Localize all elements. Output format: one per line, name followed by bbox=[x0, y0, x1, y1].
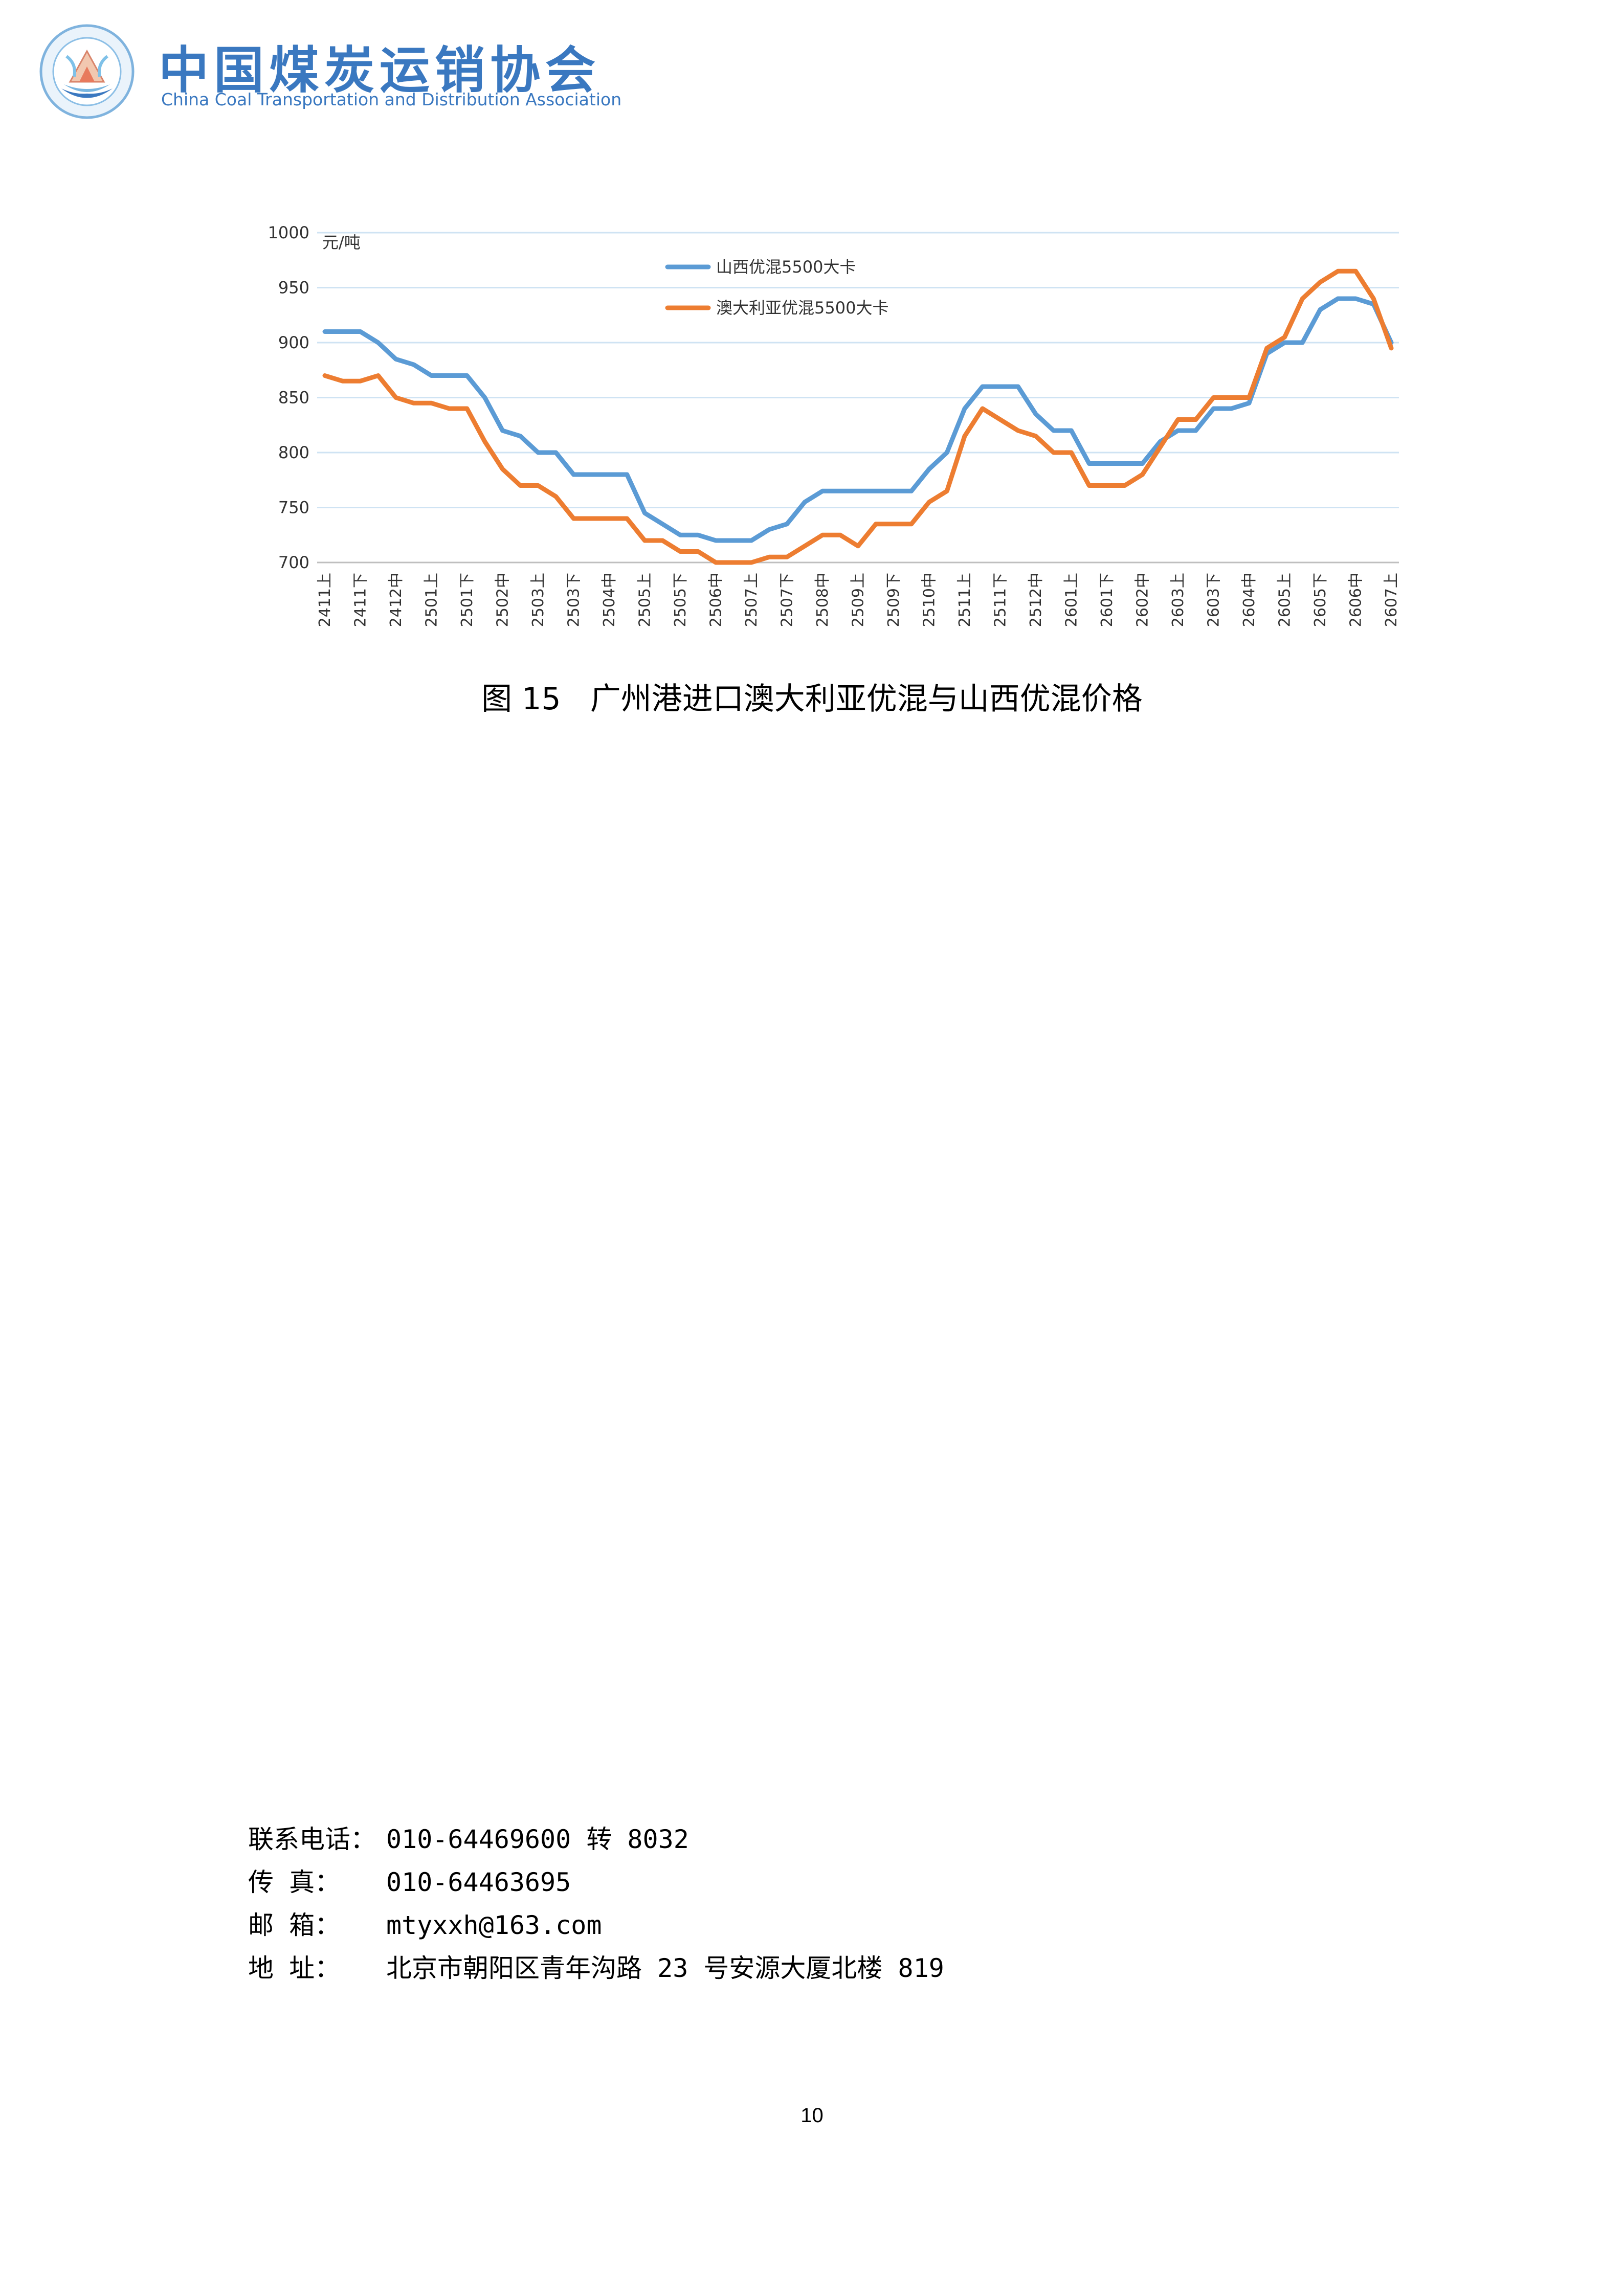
x-tick-label: 2601上 bbox=[1063, 573, 1081, 627]
x-tick-label: 2511下 bbox=[992, 573, 1010, 627]
legend-label: 澳大利亚优混5500大卡 bbox=[716, 298, 888, 318]
x-tick-label: 2607上 bbox=[1383, 573, 1400, 627]
y-tick-label: 850 bbox=[278, 388, 309, 408]
x-tick-label: 2502中 bbox=[494, 573, 512, 627]
x-tick-label: 2511上 bbox=[956, 573, 974, 627]
y-tick-labels: 700 750 800 850 900 950 1000 bbox=[268, 223, 309, 572]
legend-label: 山西优混5500大卡 bbox=[716, 257, 856, 277]
x-tick-label: 2602中 bbox=[1134, 573, 1152, 627]
contact-address-row: 地 址： 北京市朝阳区青年沟路 23 号安源大厦北楼 819 bbox=[248, 1947, 944, 1990]
fax-label: 传 真： bbox=[248, 1867, 341, 1897]
series-line-2 bbox=[322, 268, 1394, 565]
org-name-en: China Coal Transportation and Distributi… bbox=[161, 89, 622, 109]
page-number: 10 bbox=[800, 2104, 824, 2127]
address-value: 北京市朝阳区青年沟路 23 号安源大厦北楼 819 bbox=[386, 1953, 944, 1983]
x-tick-label: 2512中 bbox=[1027, 573, 1045, 627]
x-tick-label: 2504中 bbox=[600, 573, 618, 627]
x-tick-label: 2506中 bbox=[707, 573, 725, 627]
x-tick-label: 2508中 bbox=[814, 573, 832, 627]
chart-series bbox=[322, 268, 1394, 565]
x-tick-label: 2603下 bbox=[1205, 573, 1223, 627]
x-tick-label: 2509下 bbox=[885, 573, 903, 627]
email-value: mtyxxh@163.com bbox=[386, 1910, 602, 1940]
x-tick-label: 2510中 bbox=[921, 573, 939, 627]
price-chart-svg: 700 750 800 850 900 950 1000 2411上 2411下 2412中 25… bbox=[268, 223, 1400, 627]
x-tick-label: 2501上 bbox=[423, 573, 441, 627]
fax-value: 010-64463695 bbox=[386, 1867, 571, 1897]
contact-email-row: 邮 箱： mtyxxh@163.com bbox=[248, 1904, 944, 1947]
y-tick-label: 900 bbox=[278, 333, 309, 352]
price-chart: 700 750 800 850 900 950 1000 2411上 2411下 2412中 25… bbox=[253, 220, 1409, 644]
contact-info: 联系电话： 010-64469600 转 8032 传 真： 010-6446369… bbox=[248, 1818, 944, 1990]
x-tick-labels: 2411上 2411下 2412中 2501上 2501下 2502中 2503上 2503下… bbox=[316, 573, 1400, 627]
y-unit-label: 元/吨 bbox=[322, 233, 361, 252]
x-tick-label: 2503上 bbox=[529, 573, 547, 627]
x-tick-label: 2507下 bbox=[778, 573, 796, 627]
figure-caption: 图 15 广州港进口澳大利亚优混与山西优混价格 bbox=[481, 681, 1143, 717]
y-tick-label: 800 bbox=[278, 443, 309, 462]
x-tick-label: 2412中 bbox=[387, 573, 405, 627]
y-tick-label: 1000 bbox=[268, 223, 309, 242]
x-tick-label: 2606中 bbox=[1347, 573, 1365, 627]
email-label: 邮 箱： bbox=[248, 1910, 341, 1940]
x-tick-label: 2507上 bbox=[743, 573, 761, 627]
x-tick-label: 2605上 bbox=[1276, 573, 1294, 627]
header: 中国煤炭运销协会 China Coal Transportation and D… bbox=[38, 20, 621, 123]
phone-label: 联系电话： bbox=[248, 1825, 376, 1854]
y-tick-label: 950 bbox=[278, 278, 309, 298]
contact-phone-row: 联系电话： 010-64469600 转 8032 bbox=[248, 1818, 944, 1861]
x-tick-label: 2605下 bbox=[1311, 573, 1329, 627]
contact-fax-row: 传 真： 010-64463695 bbox=[248, 1861, 944, 1904]
org-name: 中国煤炭运销协会 bbox=[159, 41, 601, 100]
series-line-1 bbox=[322, 296, 1394, 543]
x-tick-label: 2411上 bbox=[316, 573, 334, 627]
x-tick-label: 2604中 bbox=[1240, 573, 1258, 627]
x-tick-label: 2501下 bbox=[458, 573, 476, 627]
x-tick-label: 2503下 bbox=[565, 573, 583, 627]
x-tick-label: 2505上 bbox=[636, 573, 654, 627]
x-tick-label: 2601下 bbox=[1098, 573, 1116, 627]
y-tick-label: 700 bbox=[278, 553, 309, 572]
y-tick-label: 750 bbox=[278, 498, 309, 517]
x-tick-label: 2509上 bbox=[850, 573, 867, 627]
phone-value: 010-64469600 转 8032 bbox=[386, 1825, 689, 1854]
association-logo-icon bbox=[39, 24, 135, 119]
x-tick-label: 2603上 bbox=[1169, 573, 1187, 627]
x-tick-label: 2411下 bbox=[352, 573, 370, 627]
address-label: 地 址： bbox=[248, 1953, 341, 1983]
x-tick-label: 2505下 bbox=[672, 573, 689, 627]
